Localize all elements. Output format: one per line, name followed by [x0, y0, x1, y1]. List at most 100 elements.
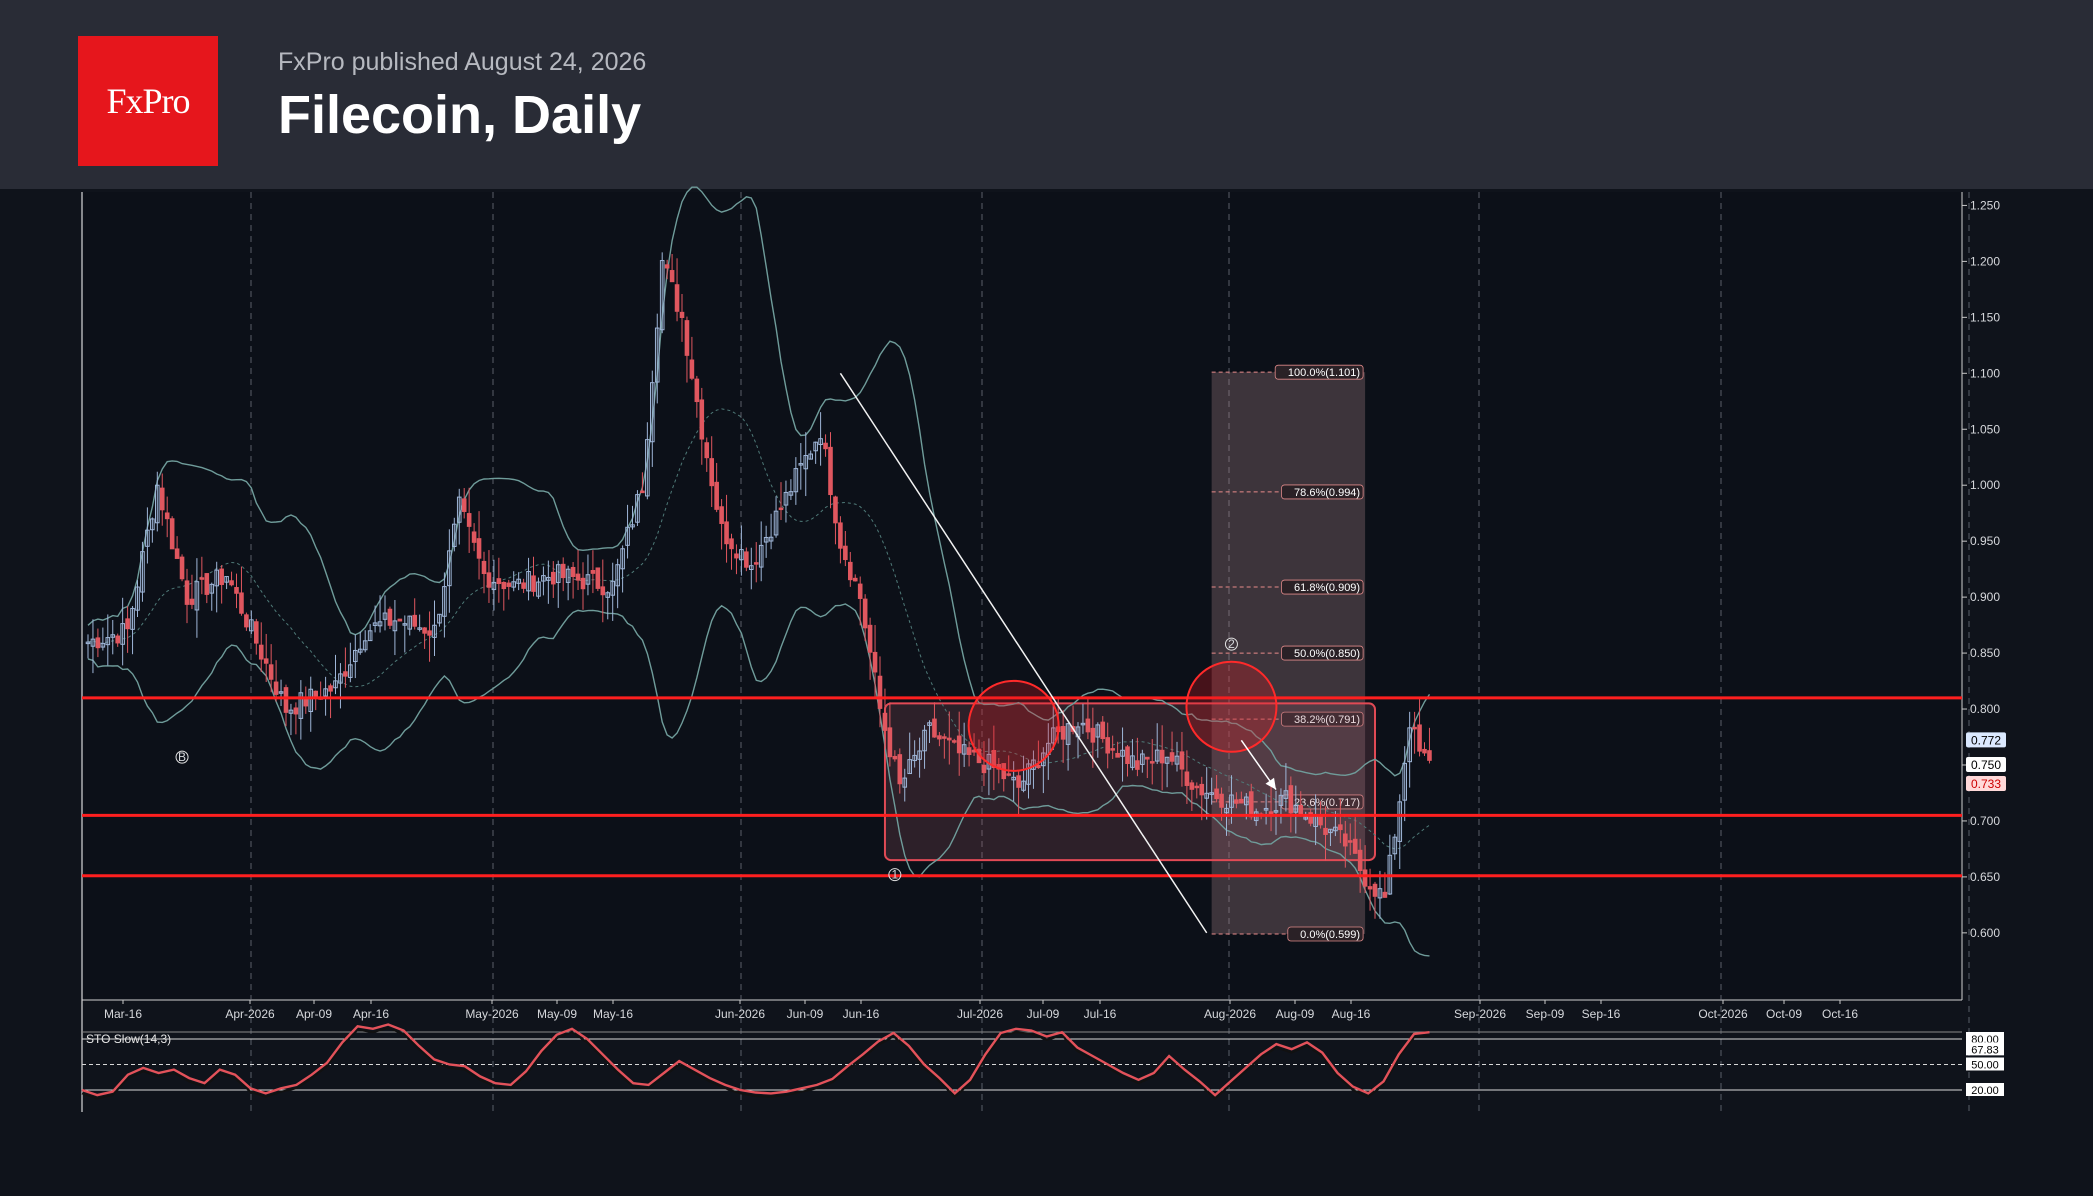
candle-body — [1110, 748, 1115, 751]
candle-body — [219, 568, 224, 585]
sto-tick-box — [1966, 1042, 2004, 1056]
candle-body — [1194, 785, 1200, 789]
fib-label: 23.6%(0.717) — [1294, 797, 1360, 809]
candle-body — [1199, 783, 1205, 796]
price-label-box — [1966, 732, 2006, 748]
fib-label: 78.6%(0.994) — [1294, 487, 1360, 499]
candle-body — [456, 496, 462, 523]
candle-body — [1318, 815, 1323, 826]
candle-body — [610, 580, 616, 596]
candle-body — [442, 586, 447, 617]
y-tick-label: 1.000 — [1970, 478, 2000, 492]
x-tick-label: Apr-09 — [296, 1007, 332, 1021]
candle-body — [1164, 756, 1170, 764]
y-tick-label: 0.950 — [1970, 534, 2000, 548]
candle-body — [263, 658, 269, 664]
candle-body — [466, 513, 472, 527]
candle-body — [684, 320, 690, 356]
candle-body — [1100, 721, 1106, 740]
candle-body — [1154, 749, 1160, 762]
candle-body — [328, 685, 333, 692]
candle-body — [620, 548, 625, 570]
candle-body — [1229, 794, 1234, 808]
price-label: 0.733 — [1971, 777, 2001, 791]
candle-body — [90, 638, 96, 647]
candle-body — [625, 526, 630, 546]
candle-body — [412, 614, 417, 627]
x-tick-label: Jun-16 — [843, 1007, 880, 1021]
candle-body — [353, 649, 358, 663]
x-tick-label: May-2026 — [465, 1007, 519, 1021]
candle-body — [397, 618, 403, 622]
candle-body — [669, 270, 675, 283]
candle-body — [447, 550, 452, 587]
candle-body — [298, 692, 304, 719]
candle-body — [1382, 891, 1388, 898]
candle-body — [184, 580, 190, 605]
candle-body — [659, 260, 665, 331]
candle-body — [1060, 726, 1066, 740]
candle-body — [838, 522, 843, 549]
candle-body — [392, 620, 398, 632]
y-tick-label: 0.700 — [1970, 814, 2000, 828]
candle-body — [333, 680, 338, 689]
candle-body — [600, 586, 606, 596]
candle-body — [338, 673, 343, 684]
x-tick-label: Apr-2026 — [225, 1007, 275, 1021]
candle-body — [674, 284, 680, 312]
candle-body — [382, 612, 388, 620]
fib-label-box — [1281, 579, 1364, 595]
candle-body — [961, 744, 967, 755]
sto-main-line — [81, 1023, 1430, 1097]
candle-body — [1026, 763, 1031, 785]
bollinger-middle — [87, 408, 1430, 850]
candle-body — [1234, 799, 1239, 804]
highlight-circle — [967, 679, 1060, 772]
candle-body — [1402, 762, 1408, 801]
candle-body — [511, 581, 516, 588]
candle-body — [689, 359, 695, 379]
candle-body — [640, 490, 645, 494]
x-tick-label: Aug-2026 — [1204, 1007, 1256, 1021]
candle-body — [630, 524, 635, 528]
candle-body — [650, 382, 655, 443]
candle-body — [1392, 836, 1398, 855]
candle-body — [1357, 849, 1363, 871]
candle-body — [1244, 796, 1249, 806]
y-tick-label: 0.650 — [1970, 870, 2000, 884]
x-tick-label: Sep-2026 — [1454, 1007, 1506, 1021]
candle-body — [645, 439, 650, 497]
candle-body — [956, 735, 962, 754]
candle-body — [140, 551, 145, 593]
x-tick-label: Aug-09 — [1276, 1007, 1315, 1021]
candle-body — [575, 573, 581, 581]
candle-body — [1130, 755, 1135, 768]
x-tick-label: Jul-16 — [1084, 1007, 1117, 1021]
candle-body — [526, 571, 531, 592]
candle-body — [912, 754, 917, 762]
candle-body — [150, 518, 155, 531]
y-tick-label: 0.900 — [1970, 590, 2000, 604]
x-tick-label: Aug-16 — [1332, 1007, 1371, 1021]
candle-body — [862, 598, 868, 629]
y-tick-label: 1.050 — [1970, 422, 2000, 436]
candle-body — [1065, 723, 1071, 745]
candle-body — [991, 749, 997, 768]
x-tick-label: Mar-16 — [104, 1007, 142, 1021]
candle-body — [808, 453, 814, 460]
x-tick-label: Oct-09 — [1766, 1007, 1802, 1021]
candle-body — [1427, 750, 1432, 761]
candle-body — [471, 531, 477, 543]
candle-body — [1169, 752, 1175, 762]
candle-body — [1135, 760, 1140, 770]
candle-body — [823, 442, 828, 450]
candle-body — [531, 575, 536, 592]
sto-tick-label: 67.83 — [1971, 1044, 1999, 1056]
candle-body — [1377, 888, 1383, 899]
candle-body — [372, 622, 378, 626]
y-tick-label: 0.850 — [1970, 646, 2000, 660]
candle-body — [699, 399, 705, 440]
wave-label: B — [178, 750, 186, 764]
fib-label: 0.0%(0.599) — [1300, 929, 1360, 941]
candle-body — [145, 529, 150, 547]
